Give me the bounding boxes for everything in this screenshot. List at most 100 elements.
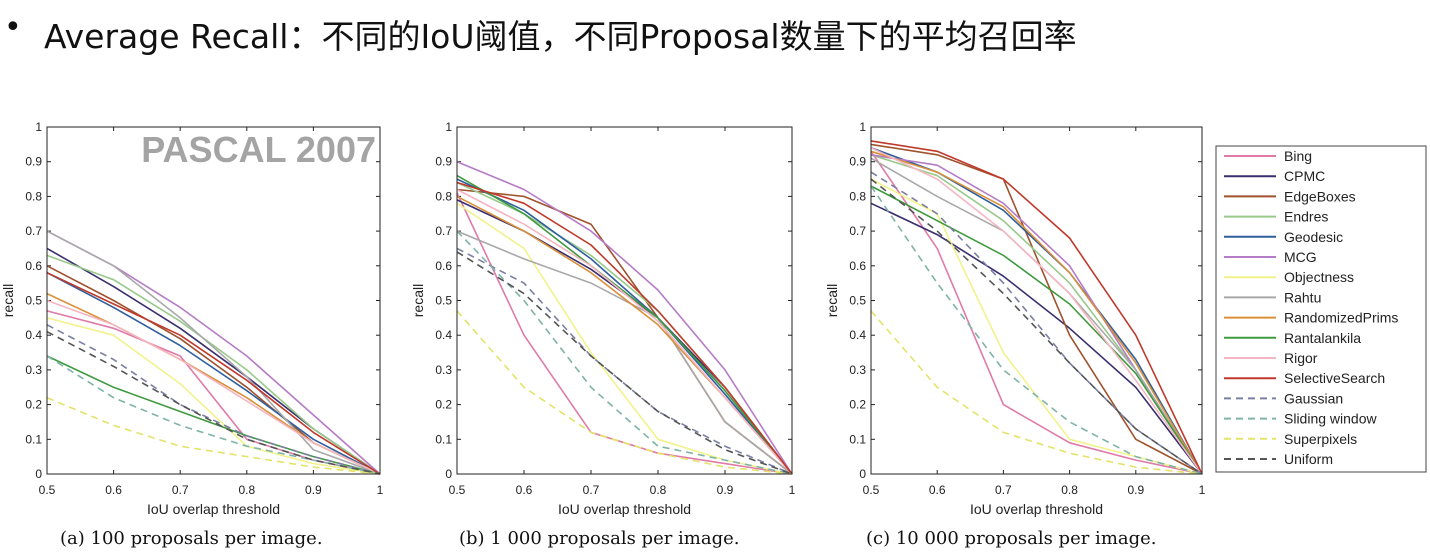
chart-3: 0 0.1 0.2 0.3 0.4 0.5 0.6 0.7 0.8 0.9 1 0.5 0.6 0.7 0.…	[824, 120, 1206, 517]
series-line-sliding-window: Sliding window	[870, 185, 1203, 475]
legend-label: Geodesic	[1284, 229, 1343, 245]
series-line-selectivesearch: SelectiveSearch	[46, 271, 381, 475]
series-line-randomizedprims: RandomizedPrims	[46, 292, 381, 475]
y-tick-label: 0.6	[435, 259, 452, 273]
y-tick-label: 0.4	[849, 328, 866, 342]
series-line-endres: Endres	[456, 181, 793, 475]
legend-label: MCG	[1284, 249, 1317, 265]
series-line-randomizedprims: RandomizedPrims	[870, 150, 1203, 475]
series-line-rantalankila: Rantalankila	[870, 185, 1203, 475]
y-tick-label: 0.6	[849, 259, 866, 273]
legend-label: SelectiveSearch	[1284, 370, 1385, 386]
series-line-geodesic: Geodesic	[46, 271, 381, 475]
x-tick-label: 0.9	[717, 483, 734, 497]
legend-label: CPMC	[1284, 168, 1325, 184]
x-axis-label: IoU overlap threshold	[970, 501, 1103, 517]
x-tick-label: 1	[377, 483, 384, 497]
x-axis-label: IoU overlap threshold	[558, 501, 691, 517]
series-line-rantalankila: Rantalankila	[46, 355, 381, 475]
x-tick-label: 0.7	[172, 483, 189, 497]
series-line-rahtu: Rahtu	[46, 230, 381, 475]
legend-label: Endres	[1284, 209, 1328, 225]
x-tick-label: 0.9	[1127, 483, 1144, 497]
charts-figure: 0 0.1 0.2 0.3 0.4 0.5 0.6 0.7 0.8 0.9 1 0.5 0.6 0.7 0.…	[0, 120, 1427, 517]
series-line-uniform: Uniform	[870, 178, 1203, 475]
y-tick-label: 0.1	[25, 432, 42, 446]
legend-label: Objectness	[1284, 269, 1354, 285]
x-tick-label: 0.8	[650, 483, 667, 497]
series-line-geodesic: Geodesic	[870, 147, 1203, 475]
legend-label: Rahtu	[1284, 289, 1321, 305]
plot-frame	[46, 126, 381, 475]
y-tick-label: 0.4	[435, 328, 452, 342]
y-tick-label: 0	[35, 467, 42, 481]
x-tick-label: 1	[1199, 483, 1206, 497]
y-tick-label: 0.3	[435, 363, 452, 377]
y-tick-label: 0	[445, 467, 452, 481]
legend: Bing CPMC EdgeBoxes Endres Geodesic MCG Object…	[1215, 145, 1427, 473]
y-tick-label: 0.2	[435, 398, 452, 412]
x-tick-label: 0.5	[449, 483, 466, 497]
x-tick-label: 0.5	[863, 483, 880, 497]
y-axis-label: recall	[410, 284, 426, 317]
slide-title: Average Recall：不同的IoU阈值，不同Proposal数量下的平均…	[44, 17, 1077, 56]
series-line-uniform: Uniform	[46, 330, 381, 475]
y-tick-label: 0.1	[435, 432, 452, 446]
plot-frame	[870, 126, 1203, 475]
y-tick-label: 0.2	[849, 398, 866, 412]
x-tick-label: 0.8	[238, 483, 255, 497]
x-tick-label: 0.8	[1061, 483, 1078, 497]
chart-1: 0 0.1 0.2 0.3 0.4 0.5 0.6 0.7 0.8 0.9 1 0.5 0.6 0.7 0.…	[0, 120, 384, 517]
y-tick-label: 0	[859, 467, 866, 481]
series-line-rigor: Rigor	[46, 299, 381, 475]
y-tick-label: 0.9	[849, 155, 866, 169]
y-tick-label: 0.7	[435, 224, 452, 238]
series-line-gaussian: Gaussian	[46, 324, 381, 475]
chart-2: 0 0.1 0.2 0.3 0.4 0.5 0.6 0.7 0.8 0.9 1 0.5 0.6 0.7 0.…	[410, 120, 796, 517]
series-line-bing: Bing	[456, 192, 793, 475]
y-tick-label: 1	[445, 120, 452, 134]
x-tick-label: 0.6	[929, 483, 946, 497]
series-line-cpmc: CPMC	[870, 202, 1203, 475]
y-tick-label: 0.2	[25, 398, 42, 412]
y-axis-label: recall	[824, 284, 840, 317]
legend-label: Rantalankila	[1284, 330, 1361, 346]
y-tick-label: 1	[35, 120, 42, 134]
watermark-text: PASCAL 2007	[141, 129, 376, 170]
x-tick-label: 0.5	[39, 483, 56, 497]
y-tick-label: 0.5	[435, 294, 452, 308]
caption-a: (a) 100 proposals per image.	[60, 528, 323, 549]
y-tick-label: 0.6	[25, 259, 42, 273]
y-tick-label: 0.3	[849, 363, 866, 377]
x-tick-label: 0.7	[995, 483, 1012, 497]
legend-label: Bing	[1284, 148, 1312, 164]
x-tick-label: 0.6	[105, 483, 122, 497]
series-line-endres: Endres	[870, 154, 1203, 475]
bullet-point: •	[4, 10, 22, 45]
y-tick-label: 0.1	[849, 432, 866, 446]
x-axis-label: IoU overlap threshold	[147, 501, 280, 517]
y-tick-label: 0.8	[435, 189, 452, 203]
series-line-gaussian: Gaussian	[456, 247, 793, 475]
series-line-superpixels: Superpixels	[456, 310, 793, 475]
series-line-bing: Bing	[46, 310, 381, 475]
series-line-sliding-window: Sliding window	[46, 355, 381, 475]
y-tick-label: 1	[859, 120, 866, 134]
caption-c: (c) 10 000 proposals per image.	[866, 528, 1157, 549]
plot-frame	[456, 126, 793, 475]
series-line-selectivesearch: SelectiveSearch	[870, 140, 1203, 475]
series-line-endres: Endres	[46, 254, 381, 475]
series-line-rigor: Rigor	[870, 147, 1203, 475]
series-line-selectivesearch: SelectiveSearch	[456, 181, 793, 475]
x-tick-label: 0.7	[583, 483, 600, 497]
y-tick-label: 0.5	[849, 294, 866, 308]
series-line-edgeboxes: EdgeBoxes	[870, 143, 1203, 475]
y-tick-label: 0.9	[435, 155, 452, 169]
series-line-objectness: Objectness	[456, 202, 793, 475]
series-line-rahtu: Rahtu	[456, 230, 793, 475]
y-tick-label: 0.5	[25, 294, 42, 308]
series-line-geodesic: Geodesic	[456, 178, 793, 475]
series-line-sliding-window: Sliding window	[456, 230, 793, 475]
slide-header: • Average Recall：不同的IoU阈值，不同Proposal数量下的…	[0, 6, 1430, 60]
series-line-rantalankila: Rantalankila	[456, 174, 793, 475]
